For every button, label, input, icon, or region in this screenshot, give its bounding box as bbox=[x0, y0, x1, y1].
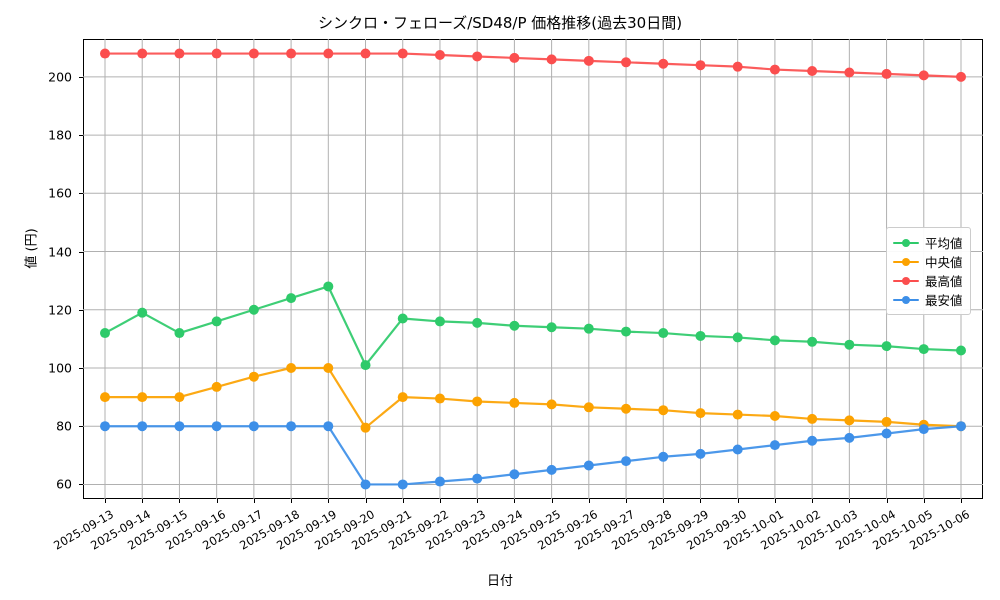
x-tick-mark bbox=[217, 499, 218, 503]
x-tick-mark bbox=[291, 499, 292, 503]
x-tick-mark bbox=[179, 499, 180, 503]
x-tick-mark bbox=[403, 499, 404, 503]
x-tick-mark bbox=[626, 499, 627, 503]
y-tick-label: 100 bbox=[48, 360, 72, 376]
x-tick-mark bbox=[775, 499, 776, 503]
y-tick-mark bbox=[79, 77, 83, 78]
x-tick-mark bbox=[700, 499, 701, 503]
y-tick-label: 180 bbox=[48, 127, 72, 143]
series-4 bbox=[100, 421, 966, 490]
gridlines bbox=[83, 39, 983, 499]
y-tick-label: 80 bbox=[56, 418, 72, 434]
chart-legend[interactable]: 平均値中央値最高値最安値 bbox=[886, 227, 971, 315]
y-tick-mark bbox=[79, 193, 83, 194]
x-tick-mark bbox=[254, 499, 255, 503]
legend-item-1[interactable]: 平均値 bbox=[893, 233, 963, 252]
x-tick-mark bbox=[440, 499, 441, 503]
plot-area bbox=[83, 39, 983, 499]
legend-label: 最安値 bbox=[925, 293, 963, 308]
y-tick-label: 200 bbox=[48, 69, 72, 85]
x-tick-mark bbox=[328, 499, 329, 503]
y-tick-mark bbox=[79, 484, 83, 485]
x-axis-title: 日付 bbox=[486, 574, 513, 589]
x-tick-mark bbox=[738, 499, 739, 503]
legend-label: 平均値 bbox=[925, 236, 963, 251]
legend-marker-icon bbox=[893, 237, 919, 249]
legend-marker-icon bbox=[893, 256, 919, 268]
legend-label: 最高値 bbox=[925, 274, 963, 289]
x-tick-mark bbox=[366, 499, 367, 503]
y-tick-mark bbox=[79, 368, 83, 369]
x-tick-mark bbox=[924, 499, 925, 503]
y-tick-label: 60 bbox=[56, 476, 72, 492]
x-tick-mark bbox=[514, 499, 515, 503]
x-tick-mark bbox=[552, 499, 553, 503]
y-tick-label: 160 bbox=[48, 185, 72, 201]
y-tick-mark bbox=[79, 426, 83, 427]
legend-marker-icon bbox=[893, 275, 919, 287]
series-3 bbox=[100, 48, 966, 82]
legend-item-2[interactable]: 中央値 bbox=[893, 252, 963, 271]
legend-item-3[interactable]: 最高値 bbox=[893, 271, 963, 290]
y-tick-label: 140 bbox=[48, 244, 72, 260]
x-tick-mark bbox=[663, 499, 664, 503]
y-tick-mark bbox=[79, 310, 83, 311]
x-tick-mark bbox=[812, 499, 813, 503]
x-tick-mark bbox=[961, 499, 962, 503]
y-tick-label: 120 bbox=[48, 302, 72, 318]
legend-item-4[interactable]: 最安値 bbox=[893, 290, 963, 309]
x-tick-mark bbox=[887, 499, 888, 503]
series-2 bbox=[100, 362, 966, 433]
x-tick-mark bbox=[477, 499, 478, 503]
chart-title: シンクロ・フェローズ/SD48/P 価格推移(過去30日間) bbox=[317, 14, 683, 32]
x-tick-mark bbox=[589, 499, 590, 503]
x-tick-mark bbox=[849, 499, 850, 503]
y-tick-mark bbox=[79, 135, 83, 136]
series-lines bbox=[100, 48, 966, 490]
series-1 bbox=[100, 281, 966, 371]
y-tick-mark bbox=[79, 252, 83, 253]
legend-label: 中央値 bbox=[925, 255, 963, 270]
legend-marker-icon bbox=[893, 294, 919, 306]
x-tick-mark bbox=[105, 499, 106, 503]
y-axis-title: 値 (円) bbox=[24, 228, 40, 269]
x-tick-mark bbox=[142, 499, 143, 503]
